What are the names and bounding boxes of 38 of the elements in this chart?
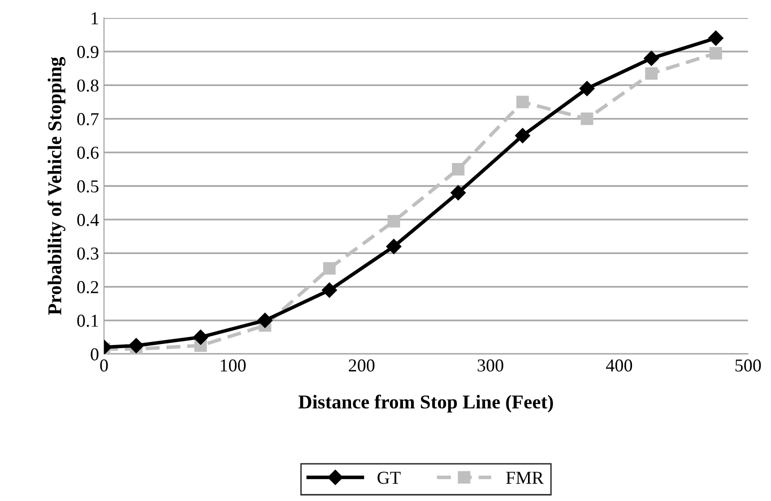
y-tick-label: 0.4 [77,214,99,226]
y-tick-label: 0.2 [77,281,98,294]
point [128,338,144,354]
x-tick-label: 200 [348,359,374,372]
y-tick-label: 0.6 [77,146,99,159]
legend-label: FMR [506,472,544,484]
x-tick-label: 100 [220,359,246,372]
y-tick-label: 0 [90,348,98,360]
point [388,215,400,228]
x-tick-label: 500 [736,359,761,372]
x-tick-label: 400 [606,359,632,372]
point [580,112,594,126]
y-tick-label: 0.9 [77,46,98,58]
y-tick-label: 0.1 [77,314,98,327]
y-tick-label: 0.7 [77,113,99,126]
point [516,96,529,108]
y-tick-label: 0.8 [77,79,98,92]
y-tick-label: 1 [92,12,98,24]
point [322,282,337,298]
point [515,128,530,144]
point [386,238,402,254]
point [257,312,273,328]
point [450,185,466,200]
point [579,80,595,96]
legend-label: GT [378,472,401,484]
x-axis-title: Distance from Stop Line (Feet) [298,394,553,413]
point [644,50,659,66]
x-tick-label: 0 [100,359,108,372]
x-tick-label: 300 [478,359,504,372]
point [452,162,464,176]
y-tick-label: 0.5 [77,180,98,193]
point [710,47,722,60]
point [323,262,336,275]
y-axis-title: Probability of Vehicle Stopping [47,56,66,315]
point [708,30,724,46]
point [193,330,208,345]
point [645,67,658,80]
y-tick-label: 0.3 [77,247,98,260]
